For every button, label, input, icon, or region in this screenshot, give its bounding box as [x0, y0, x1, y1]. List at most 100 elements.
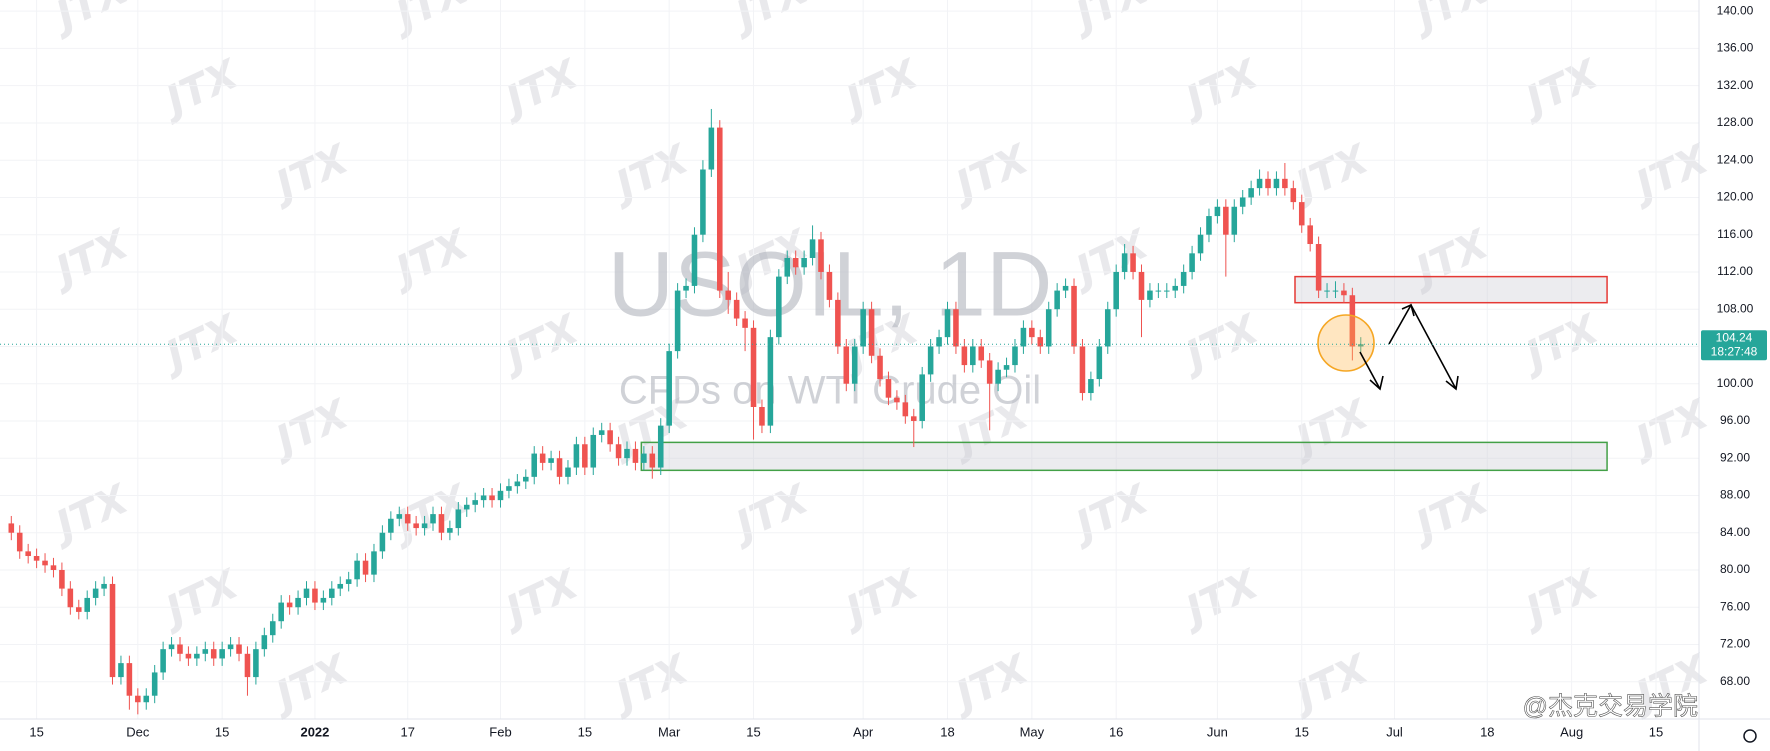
- candle-body: [168, 644, 175, 650]
- watermark: JTX: [1403, 476, 1497, 552]
- candle-body: [1147, 290, 1153, 300]
- y-tick-label: 124.00: [1717, 152, 1754, 166]
- candle-body: [902, 402, 909, 417]
- y-tick-label: 140.00: [1717, 3, 1754, 17]
- candle-body: [1172, 285, 1179, 291]
- candle-body: [118, 663, 124, 678]
- watermark: JTX: [1283, 136, 1377, 212]
- arrow-head: [1369, 375, 1384, 391]
- candle-body: [379, 532, 386, 552]
- candle-body: [1096, 346, 1103, 380]
- watermark: JTX: [43, 221, 137, 297]
- candle-body: [1020, 327, 1027, 347]
- candle-body: [1037, 337, 1044, 347]
- zone: [640, 441, 1608, 472]
- candle-body: [1349, 295, 1356, 347]
- x-tick-label: 15: [578, 724, 592, 739]
- candle-body: [1071, 285, 1077, 347]
- y-tick-label: 92.00: [1720, 450, 1750, 464]
- candle-body: [25, 551, 31, 557]
- y-tick-label: 116.00: [1717, 227, 1753, 241]
- candle-body: [1164, 290, 1170, 292]
- candle-body: [1315, 244, 1322, 291]
- candle-body: [784, 257, 791, 277]
- candle-body: [101, 583, 107, 589]
- candle-body: [295, 597, 301, 608]
- candle-body: [539, 453, 546, 463]
- candle-body: [1239, 197, 1246, 207]
- candle-body: [877, 355, 883, 380]
- candle-body: [430, 514, 436, 524]
- candle-body: [1341, 290, 1347, 296]
- candle-body: [185, 653, 192, 659]
- candle-body: [598, 430, 605, 435]
- candle-body: [894, 397, 900, 403]
- settings-icon[interactable]: [1743, 729, 1757, 743]
- candle-body: [33, 556, 40, 561]
- arrow: [1359, 351, 1381, 390]
- watermark: JTX: [1623, 136, 1717, 212]
- candle-body: [194, 653, 200, 659]
- candle-body: [1256, 178, 1263, 189]
- candle-body: [666, 351, 672, 426]
- watermark: JTX: [1063, 476, 1157, 552]
- candle-body: [624, 448, 630, 459]
- candle-body: [1197, 234, 1204, 254]
- watermark: JTX: [153, 51, 247, 127]
- candle-body: [362, 560, 369, 575]
- candle-body: [1282, 178, 1288, 189]
- x-tick-label: Aug: [1560, 724, 1583, 739]
- watermark: JTX: [723, 476, 817, 552]
- watermark: JTX: [943, 136, 1037, 212]
- candle-body: [851, 346, 858, 384]
- candle-body: [936, 337, 942, 347]
- candle-body: [337, 583, 344, 589]
- candle-body: [582, 444, 588, 468]
- highlight-circle: [1317, 314, 1375, 372]
- watermark: JTX: [383, 221, 477, 297]
- logo: @杰克交易学院: [1523, 693, 1698, 721]
- candle-body: [641, 453, 647, 463]
- x-tick-label: 18: [1480, 724, 1494, 739]
- candle-body: [556, 458, 563, 477]
- candle-body: [995, 369, 1001, 384]
- candle-body: [750, 327, 757, 407]
- candle-body: [1324, 290, 1330, 292]
- candle-body: [725, 290, 731, 300]
- candle-body: [67, 588, 74, 608]
- candle-body: [978, 346, 985, 361]
- y-tick-label: 84.00: [1720, 525, 1750, 539]
- y-tick-label: 100.00: [1717, 376, 1754, 390]
- arrow: [1388, 303, 1457, 390]
- watermark: JTX: [833, 561, 927, 637]
- candle-body: [759, 406, 765, 426]
- candle-body: [573, 444, 580, 468]
- candle-body: [160, 649, 166, 673]
- candle-body: [674, 290, 681, 352]
- candle-body: [986, 360, 993, 384]
- candle-body: [303, 588, 310, 598]
- candle-body: [531, 453, 538, 477]
- candle-body: [1223, 206, 1229, 235]
- candle-body: [944, 309, 951, 338]
- x-tick-label: May: [1020, 724, 1045, 739]
- candle-body: [733, 299, 740, 319]
- candle-body: [657, 425, 664, 468]
- x-tick-label: 15: [1649, 724, 1663, 739]
- countdown-label: 18:27:48: [1711, 344, 1758, 358]
- arrow-head: [1445, 375, 1459, 391]
- candle-body: [109, 583, 116, 678]
- x-tick-label: 18: [940, 724, 954, 739]
- annotations: [1317, 303, 1459, 391]
- candle-body: [835, 299, 841, 347]
- y-tick-label: 80.00: [1720, 562, 1750, 576]
- x-tick-label: Mar: [658, 724, 681, 739]
- candle-body: [269, 621, 276, 636]
- candle-body: [1045, 309, 1052, 347]
- watermark: JTX: [493, 561, 587, 637]
- watermark: JTX: [603, 646, 697, 722]
- candle-body: [565, 467, 571, 477]
- watermark: JTX: [263, 391, 357, 467]
- candle-body: [801, 257, 807, 268]
- candle-body: [1003, 365, 1010, 370]
